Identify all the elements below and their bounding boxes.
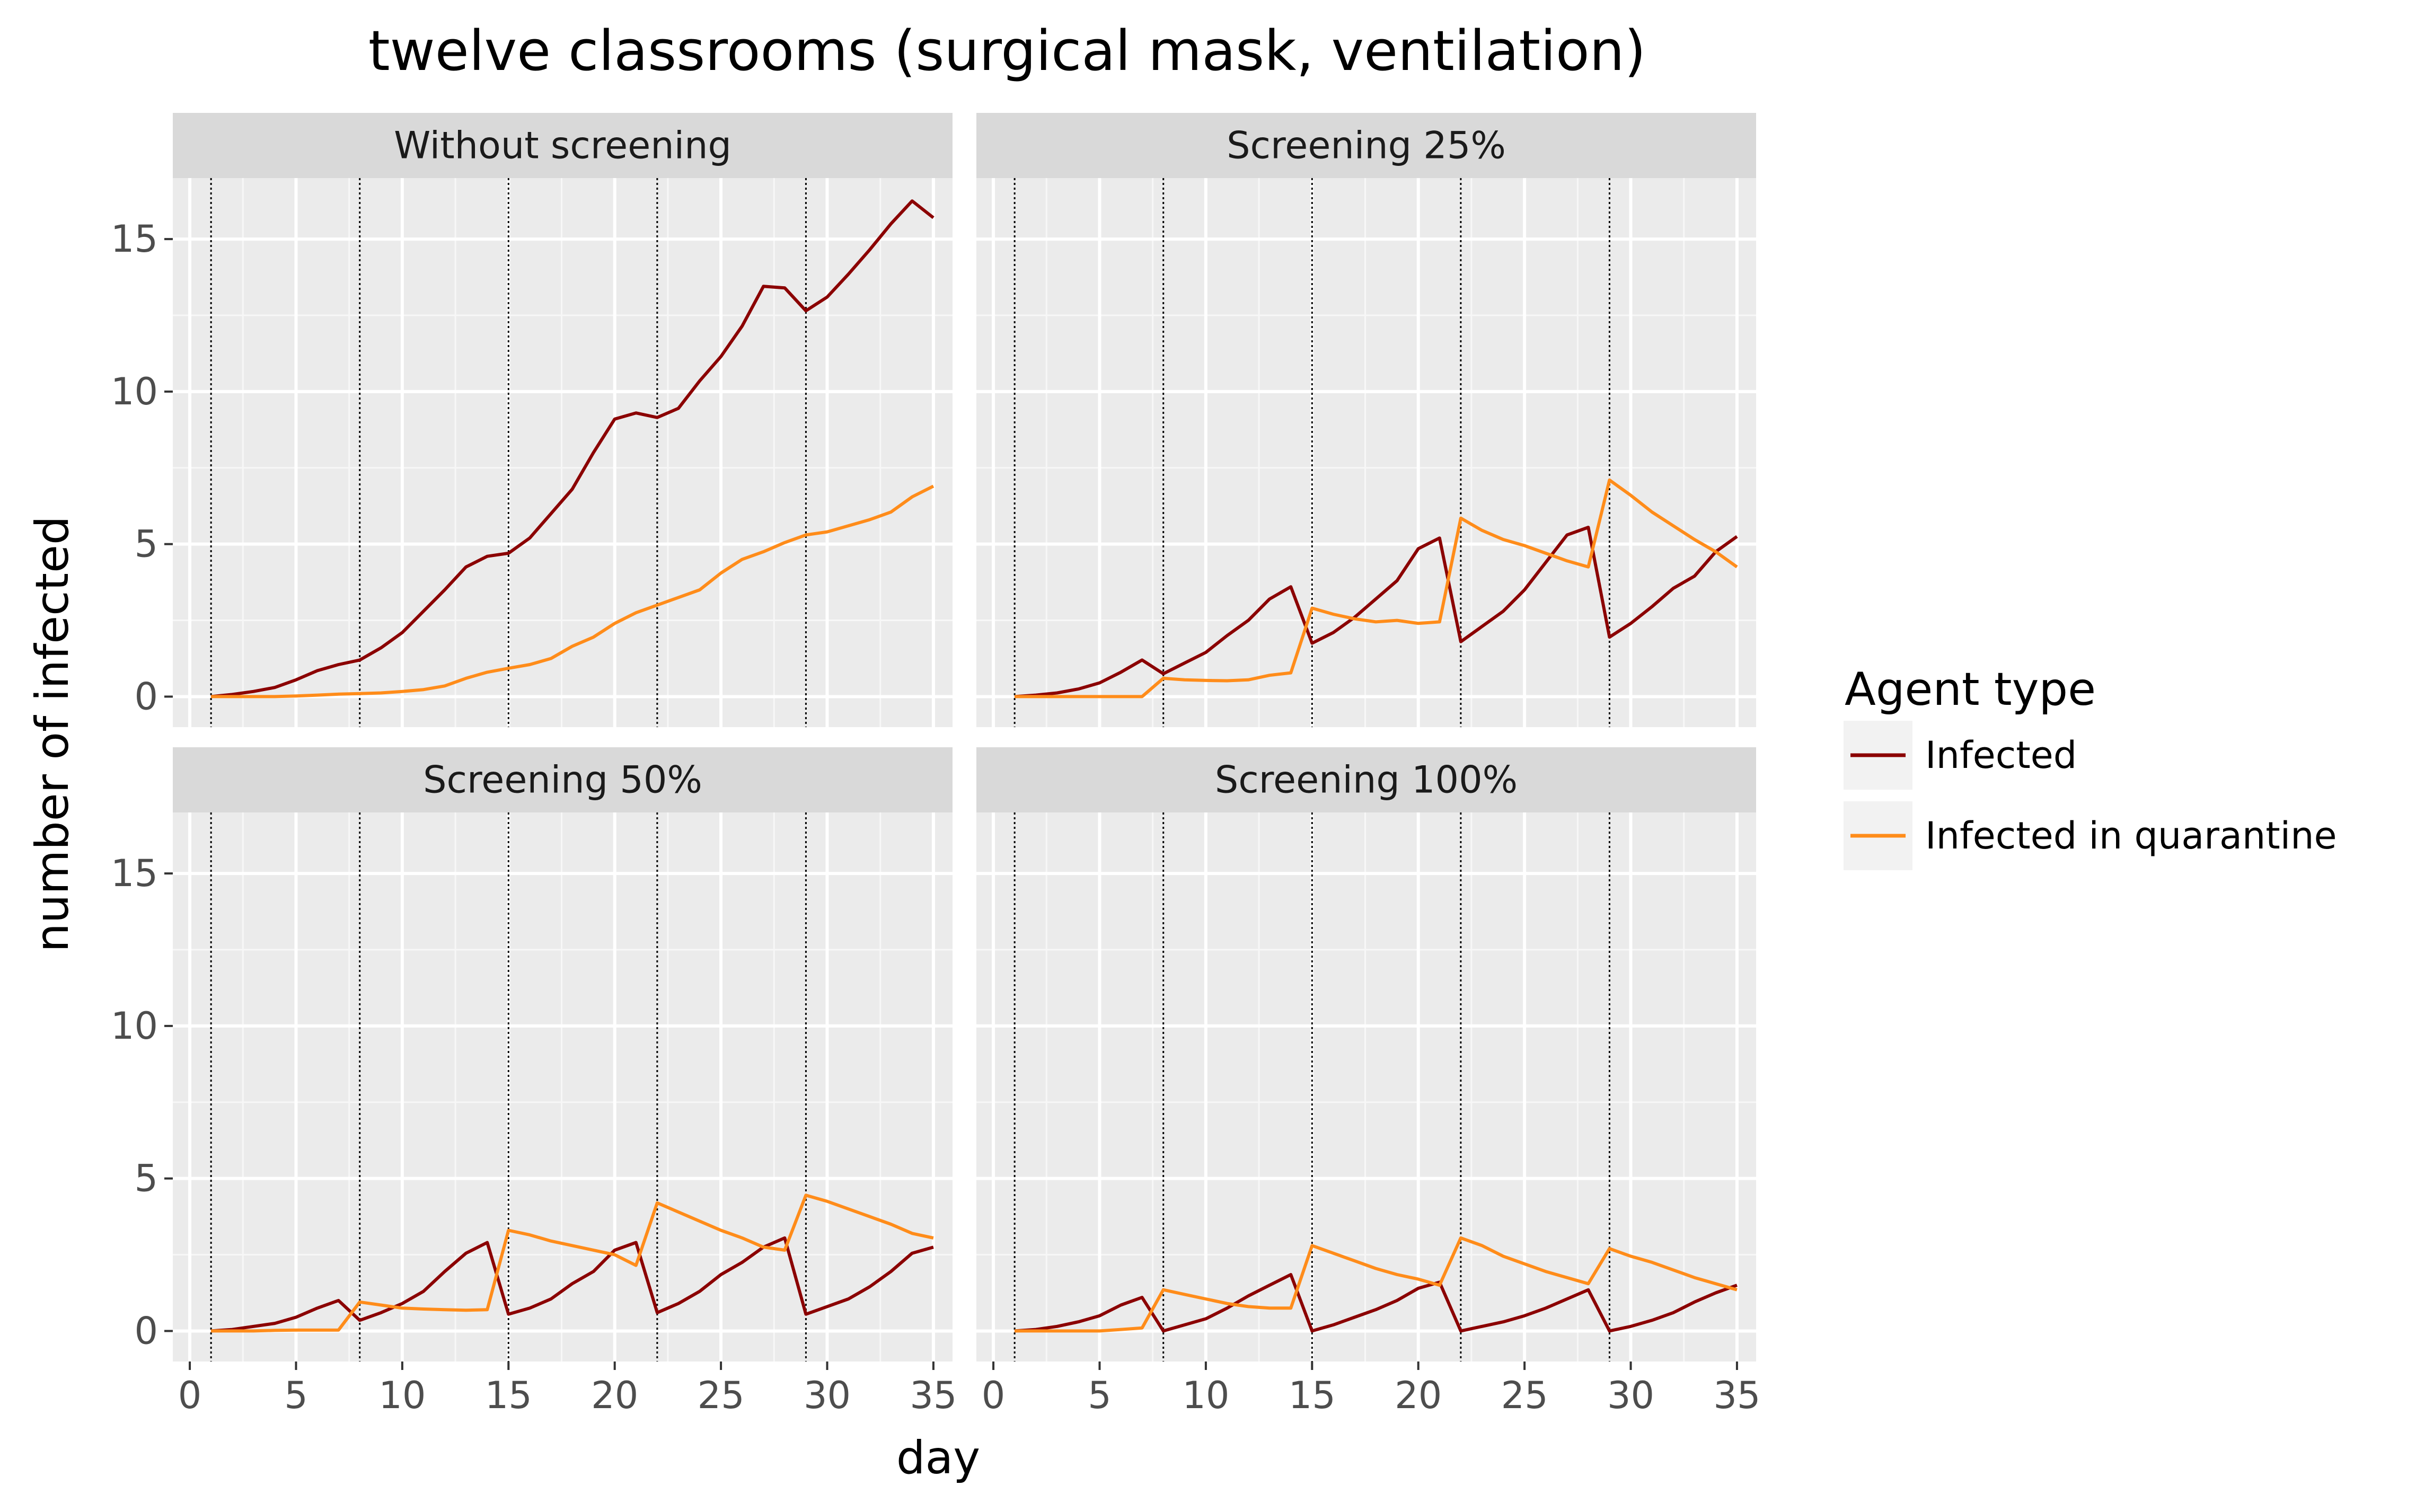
x-tick-label: 10 bbox=[378, 1374, 426, 1417]
facet-panel: Screening 25% bbox=[976, 113, 1756, 727]
legend: Agent type Infected Infected in quarantin… bbox=[1844, 663, 2337, 870]
legend-label: Infected bbox=[1925, 733, 2077, 777]
panel-background bbox=[976, 812, 1756, 1361]
series-line bbox=[1014, 526, 1738, 698]
y-tick-label: 0 bbox=[134, 1309, 158, 1352]
x-axis-label: day bbox=[896, 1431, 980, 1484]
gridlines bbox=[976, 812, 1756, 1361]
y-tick-label: 15 bbox=[111, 852, 158, 895]
legend-entry: Infected bbox=[1844, 721, 2077, 790]
legend-label: Infected in quarantine bbox=[1925, 814, 2337, 857]
facet-strip-label: Screening 50% bbox=[423, 758, 702, 802]
x-tick-label: 35 bbox=[1713, 1374, 1760, 1417]
facet-panel: Without screening 0 5 10 15 bbox=[111, 113, 953, 727]
facet-panel: Screening 100% 0 5 10 15 20 25 30 35 bbox=[976, 747, 1760, 1417]
gridlines bbox=[173, 812, 953, 1361]
x-tick-label: 30 bbox=[804, 1374, 851, 1417]
facet-strip bbox=[976, 747, 1756, 812]
y-tick-label: 10 bbox=[111, 370, 158, 413]
legend-entries: Infected Infected in quarantine bbox=[1844, 721, 2337, 870]
gridlines bbox=[976, 178, 1756, 727]
y-axis-label: number of infected bbox=[26, 516, 79, 952]
panel-background bbox=[173, 812, 953, 1361]
x-tick-label: 15 bbox=[1289, 1374, 1336, 1417]
x-tick-label: 20 bbox=[591, 1374, 638, 1417]
x-tick-label: 15 bbox=[485, 1374, 532, 1417]
x-tick-label: 5 bbox=[1088, 1374, 1112, 1417]
facet-strip-label: Screening 25% bbox=[1227, 124, 1506, 167]
series-line bbox=[210, 1236, 934, 1333]
x-tick-label: 25 bbox=[698, 1374, 745, 1417]
facet-panel: Screening 50% 0 5 10 15 0 5 10 15 20 25 30 35 bbox=[111, 747, 957, 1417]
x-tick-label: 0 bbox=[178, 1374, 202, 1417]
series-line bbox=[211, 1193, 934, 1333]
x-tick-label: 0 bbox=[982, 1374, 1006, 1417]
series-line bbox=[1014, 1273, 1738, 1333]
x-tick-label: 20 bbox=[1395, 1374, 1442, 1417]
x-tick-label: 10 bbox=[1182, 1374, 1229, 1417]
facet-strip-label: Without screening bbox=[394, 124, 731, 167]
gridlines bbox=[173, 178, 953, 727]
legend-entry: Infected in quarantine bbox=[1844, 801, 2337, 870]
x-tick-label: 35 bbox=[910, 1374, 957, 1417]
series-line bbox=[1015, 1236, 1738, 1333]
series-line bbox=[1015, 478, 1738, 698]
panel-background bbox=[173, 178, 953, 727]
y-tick-label: 5 bbox=[134, 523, 158, 566]
y-tick-label: 10 bbox=[111, 1004, 158, 1048]
x-tick-label: 25 bbox=[1501, 1374, 1548, 1417]
facet-strip bbox=[976, 113, 1756, 178]
facet-panels: Without screening 0 5 10 15 Screening 25% Scre… bbox=[111, 113, 1760, 1417]
facet-strip-label: Screening 100% bbox=[1215, 758, 1518, 802]
x-tick-label: 5 bbox=[284, 1374, 308, 1417]
panel-background bbox=[976, 178, 1756, 727]
facet-strip bbox=[173, 113, 953, 178]
y-tick-label: 15 bbox=[111, 217, 158, 261]
y-tick-label: 0 bbox=[134, 675, 158, 718]
x-tick-label: 30 bbox=[1607, 1374, 1654, 1417]
legend-title: Agent type bbox=[1845, 663, 2096, 716]
series-line bbox=[211, 484, 935, 698]
series-line bbox=[210, 199, 935, 698]
y-tick-label: 5 bbox=[134, 1157, 158, 1200]
facet-strip bbox=[173, 747, 953, 812]
chart-title: twelve classrooms (surgical mask, ventil… bbox=[368, 19, 1646, 83]
